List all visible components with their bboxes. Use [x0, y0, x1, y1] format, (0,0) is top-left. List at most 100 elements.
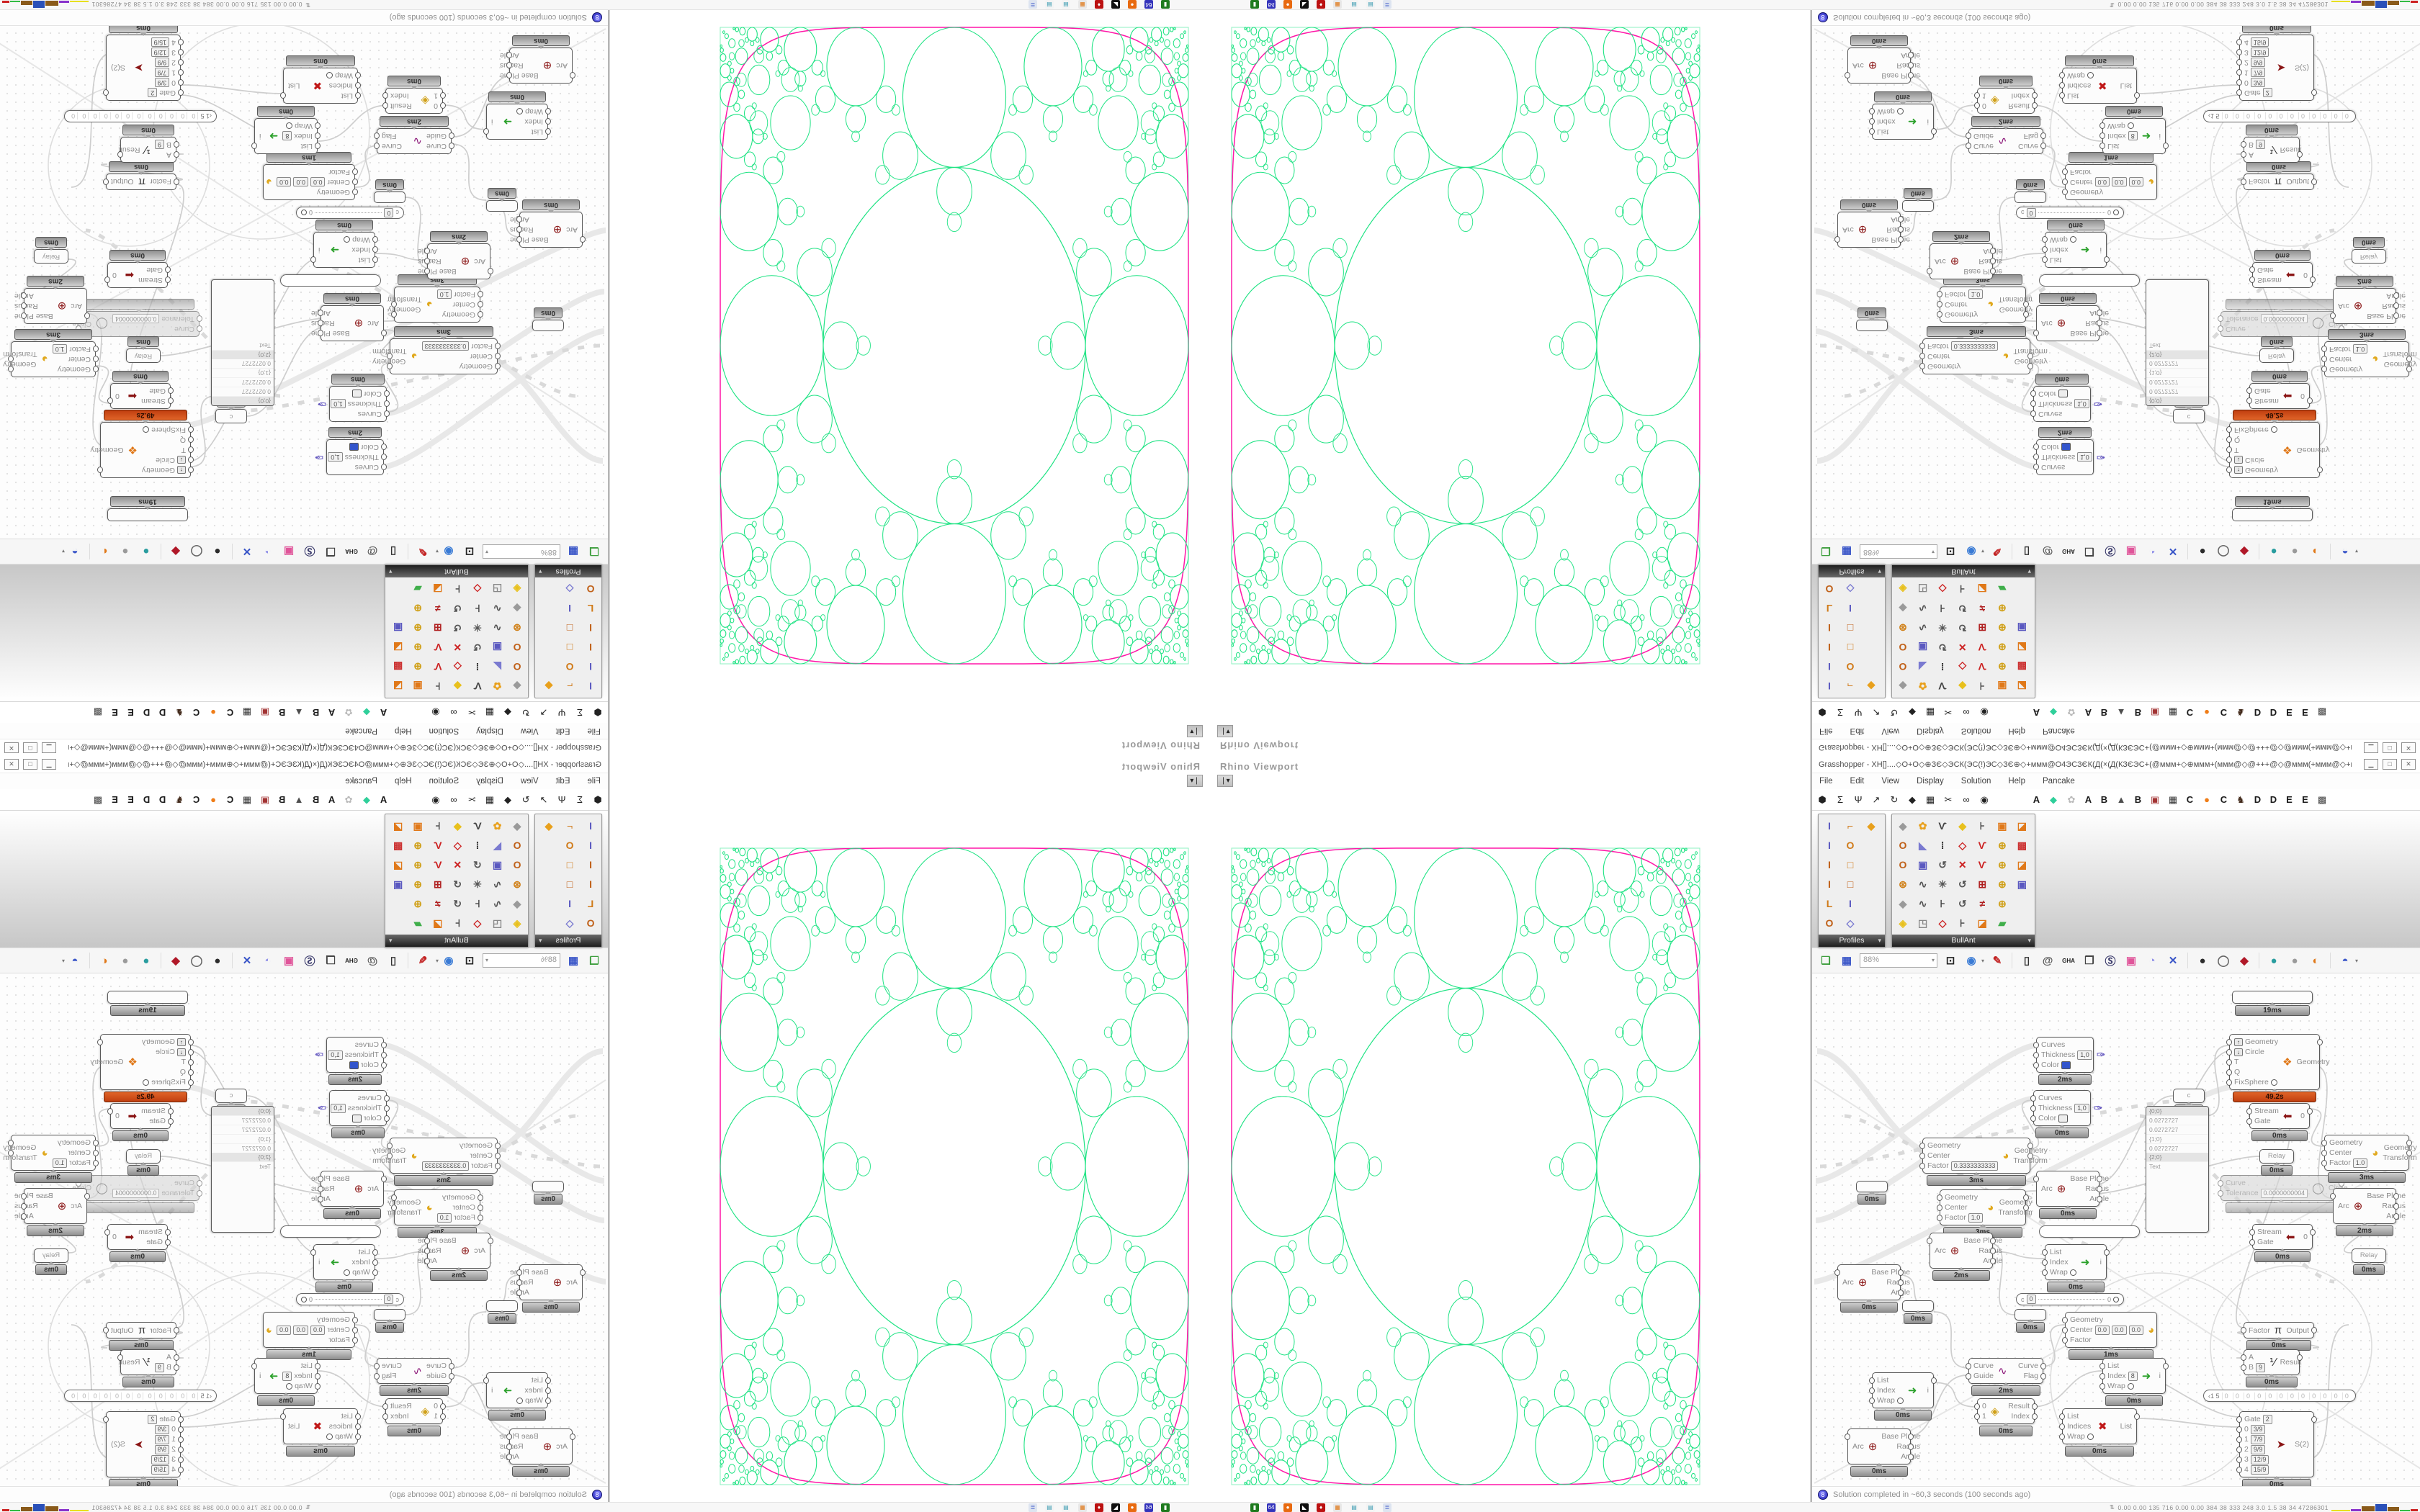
wolf-icon[interactable]: ◣	[1111, 1503, 1120, 1512]
canvas[interactable]: 19ms Curves Thickness 1,0 Color ✑ 2ms Curves Thi…	[1812, 4, 2420, 539]
preview-wire-icon[interactable]: ◯	[2217, 545, 2230, 557]
component-icon[interactable]: ⊕	[413, 661, 423, 673]
gh-node[interactable]: 0ms	[1902, 1300, 1934, 1324]
number-slider[interactable]	[280, 1225, 381, 1238]
gh-node-cull[interactable]: List Indices Wrap ✖ List 0ms	[2059, 55, 2140, 104]
sketch-pen-icon[interactable]: ✎	[418, 545, 428, 557]
plugin-tab-d2[interactable]: D	[2269, 707, 2277, 718]
transform-tab[interactable]: ∞	[450, 707, 457, 718]
plugin-tab-a1[interactable]: A	[380, 794, 387, 805]
component-icon[interactable]: ▣	[1917, 642, 1928, 654]
gh-node-gate[interactable]: Stream Gate ⬅ 0 0ms	[2246, 1103, 2313, 1141]
component-icon[interactable]: ⊞	[1978, 622, 1987, 634]
component-icon[interactable]: Ѵ	[1938, 820, 1947, 832]
plugin-tab-e1[interactable]: E	[2286, 794, 2293, 805]
window-icon[interactable]: ❒	[326, 545, 336, 557]
component-icon[interactable]: ◇	[1958, 661, 1967, 673]
component-icon[interactable]: □	[1847, 642, 1854, 653]
plugin-tab-c1[interactable]: C	[226, 707, 234, 718]
balloon-icon[interactable]: ◔	[2148, 545, 2156, 558]
display-tab[interactable]: ◉	[431, 707, 440, 719]
gh-node-arc[interactable]: Arc⊕Base PlaneRadiusAngle0ms	[2033, 293, 2109, 341]
menu-pancake[interactable]: Pancake	[2043, 726, 2075, 735]
device-icon[interactable]: ▮	[1161, 1503, 1170, 1512]
dropdown-caret[interactable]: ▾	[61, 957, 65, 964]
plugin-tab-a2[interactable]: A	[328, 794, 336, 805]
gh-node-gate[interactable]: Stream Gate ⬅ 0 0ms	[107, 371, 174, 409]
maximize-button[interactable]: □	[2383, 742, 2397, 753]
plugin-tab-d1[interactable]: D	[158, 794, 166, 805]
gh-node-item[interactable]: List Index Wrap ➜ i 0ms	[483, 1372, 551, 1421]
calculator-icon[interactable]: ▦	[1333, 1503, 1342, 1512]
component-icon[interactable]: ⊕	[413, 858, 423, 870]
component-icon[interactable]: ⊦	[435, 680, 441, 693]
vector-tab[interactable]: ↗	[1872, 707, 1881, 719]
component-icon[interactable]: ◇	[1938, 917, 1947, 929]
component-icon[interactable]: ✕	[1958, 858, 1967, 870]
palette-footer[interactable]: Profiles ▾	[535, 565, 601, 577]
component-icon[interactable]: I	[568, 603, 571, 614]
curve-tab[interactable]: ↻	[1890, 707, 1899, 719]
vector-tab[interactable]: ↗	[539, 793, 548, 805]
preview-eye-icon[interactable]: ◉	[444, 955, 454, 967]
component-icon[interactable]	[2013, 914, 2030, 932]
gh-node[interactable]: Relay 0ms	[126, 1149, 161, 1176]
only-selected-icon[interactable]: ●	[2270, 954, 2277, 967]
gh-node-preview[interactable]: Curves Thickness 1,0 Color ✑ 0ms	[2030, 1090, 2102, 1138]
gh-node-arc[interactable]: Arc⊕Base PlaneRadiusAngle0ms	[311, 293, 387, 341]
plugin-tab-ellipse[interactable]: ●	[2204, 794, 2210, 805]
component-icon[interactable]: Ѵ	[1978, 642, 1986, 653]
component-icon[interactable]: O	[586, 583, 595, 595]
data-panel[interactable]: {0;0} 0.0272727 0.0272727 {1;0} 0.0272727 {2;…	[2146, 1106, 2209, 1233]
minimize-button[interactable]: ▁	[42, 759, 56, 770]
component-icon[interactable]: Ѵ	[434, 642, 442, 653]
component-icon[interactable]: ◪	[2017, 642, 2027, 654]
component-icon[interactable]: L	[587, 603, 594, 614]
component-icon[interactable]	[1863, 657, 1880, 676]
component-icon[interactable]: I	[568, 898, 571, 909]
component-icon[interactable]: ◪	[1977, 917, 1987, 929]
gh-node-flip[interactable]: Curve Guide ∿ Curve Flag 2ms	[374, 116, 454, 154]
component-icon[interactable]: ◆	[1958, 680, 1967, 693]
intersect-tab[interactable]: ✂	[467, 707, 476, 719]
plugin-tab-mountain[interactable]: ▲	[294, 794, 304, 805]
half-preview-icon[interactable]: ◐	[101, 954, 108, 967]
component-icon[interactable]: ✕	[1958, 642, 1967, 654]
finder-icon[interactable]: Ⓢ	[304, 955, 315, 968]
component-icon[interactable]	[540, 638, 557, 657]
component-icon[interactable]: O	[513, 859, 521, 870]
help-box-icon[interactable]: ▣	[283, 545, 295, 557]
component-icon[interactable]: ⊦	[1960, 583, 1966, 595]
plugin-tab-flower[interactable]: ✿	[344, 793, 353, 805]
component-icon[interactable]: ◳	[1917, 917, 1928, 929]
plugin-tab-b1[interactable]: B	[2100, 794, 2108, 805]
component-icon[interactable]: ◇	[1938, 583, 1947, 595]
palette-footer[interactable]: BullAnt ▾	[385, 565, 528, 577]
component-icon[interactable]: I	[1828, 840, 1831, 851]
plugin-tab-c2[interactable]: C	[192, 794, 200, 805]
plugin-tab-bird[interactable]: ♞	[175, 793, 184, 805]
component-icon[interactable]: I	[1828, 878, 1831, 890]
component-icon[interactable]: ∿	[493, 622, 502, 634]
sets-tab[interactable]: Ψ	[557, 794, 566, 805]
component-icon[interactable]: ✿	[493, 680, 502, 693]
curve-tab[interactable]: ↻	[1890, 793, 1899, 805]
floppy64-icon[interactable]: 64	[1144, 0, 1153, 9]
component-icon[interactable]	[1863, 618, 1880, 637]
menu-edit[interactable]: Edit	[555, 777, 570, 786]
plugin-tab-b1[interactable]: B	[312, 707, 320, 718]
gh-node-arc[interactable]: Arc⊕Base PlaneRadiusAngle2ms	[2330, 1188, 2406, 1236]
gh-node-scale[interactable]: Geometry Center Factor 1.0 ◕ Geometry Transfor…	[3, 329, 99, 377]
component-icon[interactable]: ⊦	[454, 583, 460, 595]
menu-edit[interactable]: Edit	[1850, 726, 1865, 735]
plugin-tab-mountain[interactable]: ▲	[294, 707, 304, 718]
component-icon[interactable]: ⌐	[1847, 820, 1854, 832]
component-icon[interactable]	[540, 580, 557, 598]
save-file-icon[interactable]: ▦	[568, 545, 579, 557]
gh-node-flip[interactable]: Curve Guide ∿ Curve Flag 2ms	[374, 1358, 454, 1396]
gh-node-filter[interactable]: 0 1 ◈ Result Index 0ms	[1974, 76, 2038, 114]
plugin-tab-c1[interactable]: C	[226, 794, 234, 805]
gh-node-scale[interactable]: Geometry Center Factor 1.0 ◕ Geometry Transfor…	[387, 1189, 483, 1238]
